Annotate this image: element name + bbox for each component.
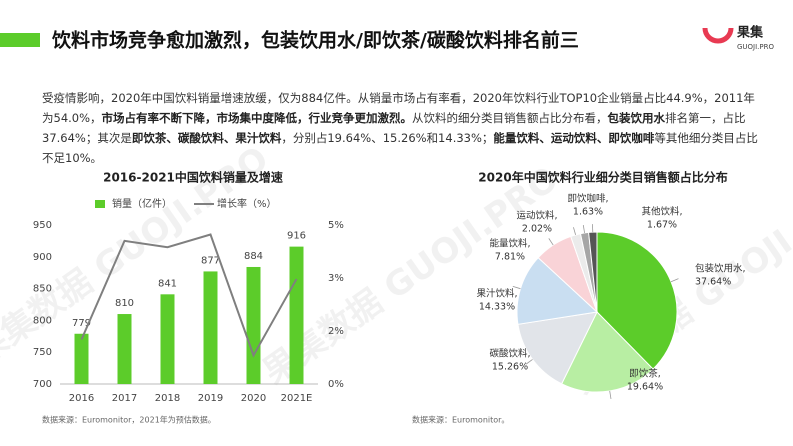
- data-label: 779: [72, 318, 91, 329]
- text-run: 市场占有率不断下降，市场集中度降低，行业竞争更加激烈。: [101, 111, 413, 125]
- leader-line: [573, 227, 576, 236]
- x-tick-label: 2016: [69, 393, 94, 404]
- bar: [160, 294, 175, 384]
- slice-label: 即饮茶,: [629, 368, 661, 380]
- y2-tick-label: 2%: [328, 326, 344, 337]
- title: 饮料市场竞争愈加激烈，包装饮用水/即饮茶/碳酸饮料排名前三: [51, 29, 579, 52]
- slice-value: 1.67%: [647, 220, 677, 231]
- slice-value: 37.64%: [695, 277, 731, 288]
- y-tick-label: 850: [33, 284, 52, 295]
- leader-line: [512, 285, 521, 290]
- data-label: 810: [115, 298, 134, 309]
- data-label: 877: [201, 255, 220, 266]
- slice-value: 1.63%: [573, 207, 603, 218]
- logo-sub: GUOJI.PRO: [737, 43, 774, 51]
- slice-value: 2.02%: [522, 224, 552, 235]
- y2-tick-label: 5%: [328, 220, 344, 231]
- slice-label: 运动饮料,: [516, 210, 557, 222]
- legend-label: 销量（亿件）: [112, 197, 172, 210]
- leader-line: [670, 278, 679, 283]
- text-run: 受疫情影响，2020年中国饮料销量增速放缓，仅为884亿件。从销量市场占有率看，…: [42, 91, 755, 125]
- y-tick-label: 950: [33, 220, 52, 231]
- slice-label: 即饮咖啡,: [567, 193, 608, 205]
- slice-value: 15.26%: [492, 362, 528, 373]
- x-tick-label: 2020: [241, 393, 266, 404]
- source: 数据来源：Euromonitor。: [412, 415, 509, 425]
- line: [80, 233, 298, 358]
- x-tick-label: 2018: [155, 393, 180, 404]
- text-run: 排名第一，占比37.64%；其次是: [42, 111, 746, 145]
- leader-line: [582, 225, 585, 234]
- text-run: 包装饮用水: [607, 111, 666, 125]
- data-label: 884: [244, 251, 263, 262]
- y2-tick-label: 0%: [328, 379, 344, 390]
- source: 数据来源：Euromonitor，2021年为预估数据。: [42, 415, 216, 425]
- slice-value: 14.33%: [479, 302, 515, 313]
- paragraph: 受疫情影响，2020年中国饮料销量增速放缓，仅为884亿件。从销量市场占有率看，…: [42, 88, 762, 168]
- text-run: ，分别占19.64%、15.26%和14.33%；: [281, 131, 494, 145]
- slice-label: 碳酸饮料,: [489, 348, 530, 360]
- data-label: 916: [287, 231, 306, 242]
- y-tick-label: 900: [33, 252, 52, 263]
- x-tick-label: 2017: [112, 393, 137, 404]
- slice-value: 7.81%: [495, 252, 525, 263]
- header-bar: [0, 33, 40, 47]
- bar: [117, 314, 132, 384]
- leader-line: [609, 390, 612, 399]
- logo-icon: [702, 27, 734, 44]
- slice-label: 其他饮料,: [641, 206, 682, 218]
- pie-slice: [517, 311, 598, 385]
- x-tick-label: 2021E: [281, 393, 313, 404]
- y-tick-label: 700: [33, 379, 52, 390]
- text-run: 等其他细分类目占比不足10%。: [42, 131, 758, 165]
- y-tick-label: 750: [33, 347, 52, 358]
- chart-title: 2016-2021中国饮料销量及增速: [103, 170, 283, 185]
- legend-label: 增长率（%）: [217, 197, 277, 210]
- slice-label: 果汁饮料,: [476, 288, 517, 300]
- bar: [246, 266, 261, 384]
- logo: 果集: [736, 25, 764, 41]
- x-tick-label: 2019: [198, 393, 223, 404]
- text-run: 即饮茶、碳酸饮料、果汁饮料: [131, 131, 282, 145]
- bar: [203, 271, 218, 384]
- y-tick-label: 800: [33, 315, 52, 326]
- y2-tick-label: 3%: [328, 273, 344, 284]
- leader-line: [548, 238, 554, 246]
- data-label: 841: [158, 278, 177, 289]
- slice-value: 19.64%: [627, 382, 663, 393]
- leader-line: [525, 359, 533, 365]
- text-run: 从饮料的细分类目销售额占比分布看，: [412, 111, 608, 125]
- bar: [289, 246, 304, 384]
- slice-label: 包装饮用水,: [695, 263, 746, 275]
- legend-swatch: [95, 200, 105, 208]
- chart-title: 2020年中国饮料行业细分类目销售额占比分布: [478, 170, 727, 185]
- bar: [74, 333, 89, 384]
- text-run: 能量饮料、运动饮料、即饮咖啡: [493, 131, 655, 145]
- slice-label: 能量饮料,: [489, 238, 530, 250]
